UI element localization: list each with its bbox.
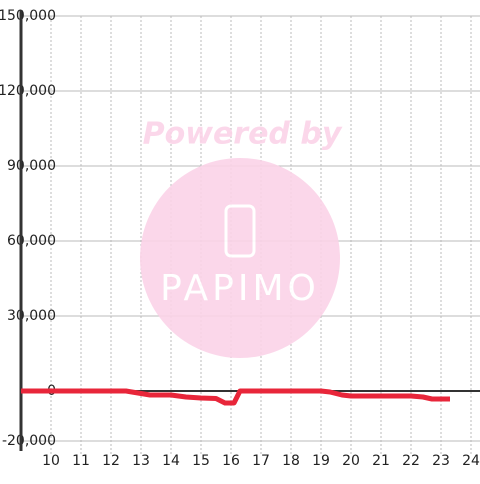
x-tick-label: 10 bbox=[42, 453, 60, 469]
watermark-circle bbox=[140, 158, 340, 358]
y-tick-label: -20,000 bbox=[2, 433, 56, 449]
x-tick-label: 12 bbox=[102, 453, 120, 469]
x-tick-label: 19 bbox=[312, 453, 330, 469]
y-tick-label: 30,000 bbox=[7, 308, 56, 324]
watermark-logo: PAPIMO bbox=[160, 268, 320, 309]
watermark-text: Powered by bbox=[143, 117, 343, 152]
x-tick-label: 15 bbox=[192, 453, 210, 469]
x-tick-label: 11 bbox=[72, 453, 90, 469]
x-tick-label: 17 bbox=[252, 453, 270, 469]
x-tick-label: 18 bbox=[282, 453, 300, 469]
x-tick-label: 23 bbox=[432, 453, 450, 469]
x-tick-label: 21 bbox=[372, 453, 390, 469]
x-tick-label: 22 bbox=[402, 453, 420, 469]
x-tick-label: 24 bbox=[462, 453, 480, 469]
x-tick-label: 14 bbox=[162, 453, 180, 469]
phone-icon bbox=[224, 204, 256, 258]
watermark: Powered by PAPIMO bbox=[140, 117, 343, 358]
y-tick-label: 150,000 bbox=[0, 8, 56, 24]
x-tick-label: 20 bbox=[342, 453, 360, 469]
y-tick-label: 60,000 bbox=[7, 233, 56, 249]
x-tick-label: 16 bbox=[222, 453, 240, 469]
x-tick-label: 13 bbox=[132, 453, 150, 469]
y-tick-label: 90,000 bbox=[7, 158, 56, 174]
data-line bbox=[21, 388, 450, 406]
y-tick-label: 120,000 bbox=[0, 83, 56, 99]
